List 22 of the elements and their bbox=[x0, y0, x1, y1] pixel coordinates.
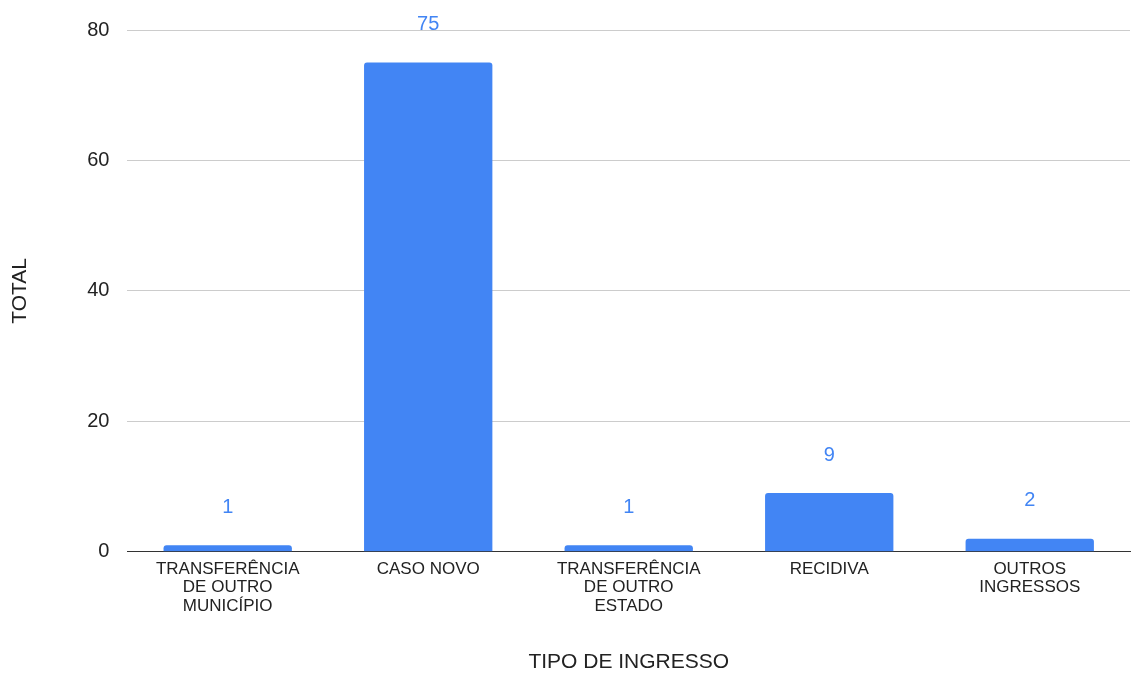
bar bbox=[564, 545, 693, 552]
x-tick-label: CASO NOVO bbox=[376, 558, 480, 578]
data-label: 1 bbox=[222, 494, 234, 517]
y-tick-label: 20 bbox=[87, 408, 110, 431]
y-tick-label: 60 bbox=[87, 147, 110, 170]
bar bbox=[765, 493, 894, 552]
y-tick-label: 80 bbox=[87, 17, 110, 40]
bar bbox=[364, 62, 493, 552]
data-label: 1 bbox=[623, 494, 635, 517]
data-label: 9 bbox=[823, 442, 835, 465]
x-tick-label: OUTROS INGRESSOS bbox=[979, 558, 1081, 597]
y-tick-label: 40 bbox=[87, 278, 110, 301]
y-tick-label: 0 bbox=[98, 539, 110, 562]
x-tick-label: TRANSFERÊNCIA DE OUTRO MUNICÍPIO bbox=[155, 558, 301, 616]
x-axis-title: TIPO DE INGRESSO bbox=[528, 649, 730, 673]
data-label: 2 bbox=[1024, 488, 1036, 511]
x-tick-label: TRANSFERÊNCIA DE OUTRO ESTADO bbox=[556, 558, 702, 616]
bar bbox=[163, 545, 292, 552]
y-axis-title: TOTAL bbox=[7, 257, 31, 324]
bar bbox=[965, 538, 1094, 552]
data-label: 75 bbox=[417, 12, 440, 35]
x-tick-label: RECIDIVA bbox=[789, 558, 870, 578]
